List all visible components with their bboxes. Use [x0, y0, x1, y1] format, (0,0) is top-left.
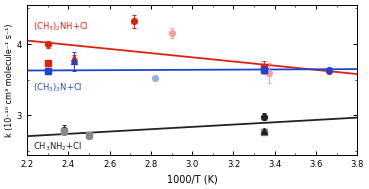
Text: (CH$_3$)$_3$N+Cl: (CH$_3$)$_3$N+Cl — [33, 81, 83, 94]
X-axis label: 1000/T (K): 1000/T (K) — [167, 174, 218, 184]
Y-axis label: k (10⁻¹⁰ cm³ molecule⁻¹ s⁻¹): k (10⁻¹⁰ cm³ molecule⁻¹ s⁻¹) — [5, 23, 14, 136]
Text: CH$_3$NH$_2$+Cl: CH$_3$NH$_2$+Cl — [33, 141, 82, 153]
Text: (CH$_3$)$_2$NH+Cl: (CH$_3$)$_2$NH+Cl — [33, 21, 89, 33]
